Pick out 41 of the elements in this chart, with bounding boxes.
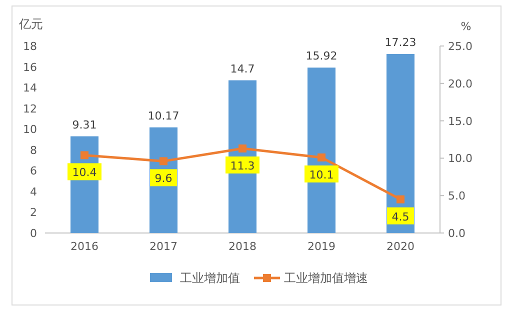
y2-axis-title: %: [460, 20, 472, 33]
y-tick-label: 18: [23, 40, 37, 53]
data-label: 14.7: [230, 62, 255, 76]
x-tick-label: 2019: [308, 240, 336, 253]
y-tick-label: 10: [23, 123, 37, 136]
data-label: 15.92: [306, 50, 338, 63]
y2-tick-label: 0.0: [448, 227, 466, 240]
y2-tick-label: 10.0: [448, 152, 472, 166]
y2-tick-label: 15.0: [448, 114, 472, 128]
x-tick-label: 2020: [386, 240, 414, 253]
legend-label: 工业增加值增速: [284, 271, 368, 285]
data-label: 10.17: [148, 109, 180, 122]
y-tick-label: 4: [30, 185, 37, 198]
y-tick-label: 2: [30, 206, 37, 220]
y2-tick-label: 20.0: [448, 77, 472, 90]
data-label: 10.1: [309, 168, 334, 182]
y2-tick-label: 5.0: [448, 190, 466, 203]
data-label: 11.3: [230, 159, 255, 172]
point: [238, 144, 246, 152]
bar: [386, 54, 414, 233]
y-tick-label: 12: [23, 102, 37, 116]
point: [160, 157, 168, 166]
point: [318, 153, 326, 162]
data-label: 4.5: [392, 210, 410, 224]
data-label: 17.23: [384, 36, 416, 49]
x-tick-label: 2017: [150, 240, 178, 253]
data-label: 10.4: [72, 166, 97, 180]
y-tick-label: 6: [30, 164, 37, 178]
x-tick-label: 2016: [70, 240, 98, 253]
x-tick-label: 2018: [228, 240, 256, 253]
y-tick-label: 14: [23, 82, 37, 95]
y-tick-label: 8: [30, 144, 37, 157]
data-label: 9.31: [72, 118, 97, 132]
y-tick-label: 0: [30, 227, 37, 240]
legend-label: 工业增加值: [180, 271, 240, 285]
y-tick-label: 16: [23, 60, 37, 74]
data-label: 9.6: [154, 172, 172, 186]
y-axis-title: 亿元: [18, 17, 43, 31]
point: [396, 195, 404, 204]
point: [80, 151, 88, 160]
y2-tick-label: 25.0: [448, 40, 472, 53]
